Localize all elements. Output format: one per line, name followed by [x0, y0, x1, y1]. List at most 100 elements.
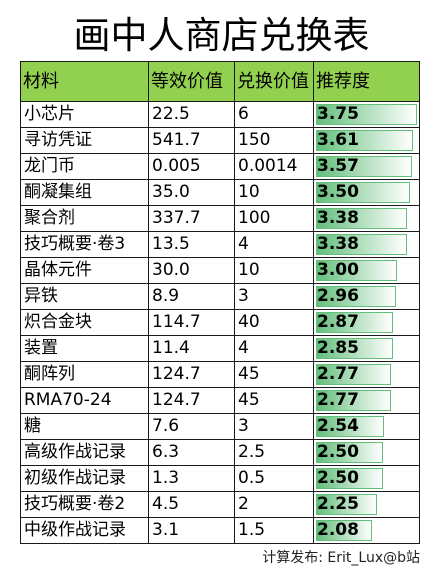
- cell-recommendation: 2.96: [314, 284, 420, 310]
- recommendation-value: 3.50: [317, 182, 359, 202]
- cell-material: 晶体元件: [21, 258, 149, 284]
- cell-material: 龙门币: [21, 154, 149, 180]
- recommendation-data-bar: [316, 520, 373, 541]
- cell-equivalent-value: 7.6: [149, 414, 235, 440]
- cell-exchange-value: 4: [235, 232, 314, 258]
- recommendation-value: 3.38: [317, 208, 359, 228]
- cell-recommendation: 3.38: [314, 232, 420, 258]
- cell-recommendation: 2.25: [314, 492, 420, 518]
- cell-recommendation: 3.61: [314, 128, 420, 154]
- header-equivalent-value: 等效价值: [149, 62, 235, 102]
- recommendation-data-bar: [316, 286, 396, 307]
- cell-recommendation: 3.00: [314, 258, 420, 284]
- cell-exchange-value: 3: [235, 414, 314, 440]
- recommendation-data-bar: [316, 390, 391, 411]
- cell-exchange-value: 10: [235, 180, 314, 206]
- cell-equivalent-value: 22.5: [149, 102, 235, 128]
- cell-exchange-value: 0.5: [235, 466, 314, 492]
- cell-material: 酮阵列: [21, 362, 149, 388]
- cell-equivalent-value: 114.7: [149, 310, 235, 336]
- cell-recommendation: 2.87: [314, 310, 420, 336]
- cell-material: 寻访凭证: [21, 128, 149, 154]
- cell-recommendation: 2.08: [314, 518, 420, 544]
- cell-recommendation: 3.50: [314, 180, 420, 206]
- recommendation-value: 2.85: [317, 338, 359, 358]
- cell-material: 技巧概要·卷2: [21, 492, 149, 518]
- cell-recommendation: 2.85: [314, 336, 420, 362]
- cell-material: 中级作战记录: [21, 518, 149, 544]
- recommendation-data-bar: [316, 494, 377, 515]
- cell-equivalent-value: 541.7: [149, 128, 235, 154]
- cell-exchange-value: 2: [235, 492, 314, 518]
- cell-exchange-value: 10: [235, 258, 314, 284]
- cell-recommendation: 2.50: [314, 440, 420, 466]
- cell-material: 小芯片: [21, 102, 149, 128]
- recommendation-value: 3.57: [317, 156, 359, 176]
- cell-material: 糖: [21, 414, 149, 440]
- recommendation-value: 3.61: [317, 130, 359, 150]
- cell-recommendation: 3.75: [314, 102, 420, 128]
- recommendation-data-bar: [316, 416, 385, 437]
- cell-equivalent-value: 124.7: [149, 362, 235, 388]
- cell-exchange-value: 6: [235, 102, 314, 128]
- cell-equivalent-value: 1.3: [149, 466, 235, 492]
- cell-equivalent-value: 3.1: [149, 518, 235, 544]
- cell-exchange-value: 4: [235, 336, 314, 362]
- cell-recommendation: 2.54: [314, 414, 420, 440]
- exchange-table: 材料 等效价值 兑换价值 推荐度 小芯片 22.5 6 3.75 寻访凭证 541.7 150 3.6…: [20, 61, 420, 544]
- recommendation-data-bar: [316, 442, 384, 463]
- cell-equivalent-value: 6.3: [149, 440, 235, 466]
- cell-equivalent-value: 4.5: [149, 492, 235, 518]
- cell-exchange-value: 1.5: [235, 518, 314, 544]
- recommendation-data-bar: [316, 104, 417, 125]
- recommendation-data-bar: [316, 182, 411, 203]
- cell-recommendation: 2.50: [314, 466, 420, 492]
- cell-exchange-value: 40: [235, 310, 314, 336]
- cell-exchange-value: 45: [235, 362, 314, 388]
- recommendation-data-bar: [316, 130, 414, 151]
- cell-equivalent-value: 30.0: [149, 258, 235, 284]
- cell-recommendation: 3.57: [314, 154, 420, 180]
- recommendation-value: 2.50: [317, 442, 359, 462]
- recommendation-value: 2.50: [317, 468, 359, 488]
- cell-recommendation: 2.77: [314, 388, 420, 414]
- recommendation-value: 2.08: [317, 520, 359, 540]
- cell-exchange-value: 100: [235, 206, 314, 232]
- recommendation-data-bar: [316, 468, 384, 489]
- cell-equivalent-value: 11.4: [149, 336, 235, 362]
- recommendation-value: 3.00: [317, 260, 359, 280]
- recommendation-value: 2.96: [317, 286, 359, 306]
- recommendation-value: 2.87: [317, 312, 359, 332]
- recommendation-data-bar: [316, 156, 413, 177]
- recommendation-value: 3.75: [317, 104, 359, 124]
- cell-recommendation: 2.77: [314, 362, 420, 388]
- header-recommendation: 推荐度: [314, 62, 420, 102]
- cell-material: RMA70-24: [21, 388, 149, 414]
- recommendation-data-bar: [316, 208, 408, 229]
- cell-exchange-value: 2.5: [235, 440, 314, 466]
- recommendation-data-bar: [316, 260, 397, 281]
- recommendation-value: 3.38: [317, 234, 359, 254]
- cell-exchange-value: 150: [235, 128, 314, 154]
- cell-equivalent-value: 337.7: [149, 206, 235, 232]
- recommendation-data-bar: [316, 338, 393, 359]
- header-exchange-value: 兑换价值: [235, 62, 314, 102]
- header-material: 材料: [21, 62, 149, 102]
- cell-exchange-value: 0.0014: [235, 154, 314, 180]
- recommendation-value: 2.77: [317, 390, 359, 410]
- cell-material: 异铁: [21, 284, 149, 310]
- cell-exchange-value: 45: [235, 388, 314, 414]
- cell-equivalent-value: 13.5: [149, 232, 235, 258]
- recommendation-data-bar: [316, 312, 394, 333]
- cell-recommendation: 3.38: [314, 206, 420, 232]
- recommendation-value: 2.25: [317, 494, 359, 514]
- cell-material: 聚合剂: [21, 206, 149, 232]
- cell-exchange-value: 3: [235, 284, 314, 310]
- cell-equivalent-value: 8.9: [149, 284, 235, 310]
- recommendation-data-bar: [316, 234, 408, 255]
- cell-material: 炽合金块: [21, 310, 149, 336]
- page-title: 画中人商店兑换表: [73, 14, 370, 57]
- recommendation-value: 2.54: [317, 416, 359, 436]
- cell-equivalent-value: 124.7: [149, 388, 235, 414]
- recommendation-data-bar: [316, 364, 391, 385]
